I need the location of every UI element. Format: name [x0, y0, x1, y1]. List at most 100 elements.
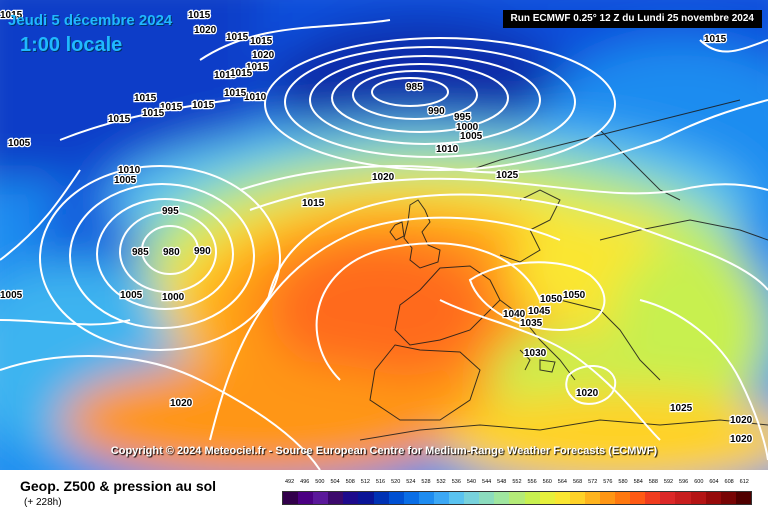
- color-legend: 492 496 500 504 508 512 516 520 524 528 532 536 540 5…: [282, 479, 752, 505]
- legend-swatch: [569, 492, 585, 504]
- legend-value: 536: [451, 479, 461, 485]
- legend-value: 520: [391, 479, 401, 485]
- coastlines: [359, 99, 768, 441]
- legend-swatch: [554, 492, 570, 504]
- svg-text:1050: 1050: [540, 294, 563, 305]
- geopotential-field: [0, 0, 768, 470]
- legend-value: 512: [360, 479, 370, 485]
- legend-value: 508: [345, 479, 355, 485]
- forecast-date: Jeudi 5 décembre 2024: [8, 12, 173, 29]
- svg-text:1015: 1015: [250, 36, 273, 47]
- svg-text:1015: 1015: [246, 62, 269, 73]
- legend-value: 556: [527, 479, 537, 485]
- legend-value: 544: [482, 479, 492, 485]
- legend-value: 612: [739, 479, 749, 485]
- svg-text:1015: 1015: [0, 10, 23, 21]
- isobar-labels: 1015 1015 1020 1015 1015 1020 1015 1015 …: [0, 9, 754, 447]
- legend-swatch: [479, 492, 495, 504]
- legend-swatch: [343, 492, 359, 504]
- legend-swatch: [599, 492, 616, 504]
- legend-swatch: [524, 492, 540, 504]
- legend-value: 524: [406, 479, 416, 485]
- legend-swatch: [645, 492, 661, 504]
- svg-text:1020: 1020: [170, 398, 193, 409]
- legend-swatch: [705, 492, 721, 504]
- legend-value: 528: [421, 479, 431, 485]
- legend-swatch: [735, 492, 751, 504]
- svg-text:1040: 1040: [503, 309, 526, 320]
- legend-swatch: [388, 492, 404, 504]
- svg-text:1005: 1005: [0, 290, 23, 301]
- legend-swatch: [298, 492, 314, 504]
- legend-value: 588: [648, 479, 658, 485]
- run-info: Run ECMWF 0.25° 12 Z du Lundi 25 novembr…: [502, 10, 762, 28]
- legend-value: 548: [497, 479, 507, 485]
- svg-text:1015: 1015: [226, 32, 249, 43]
- svg-text:1020: 1020: [194, 25, 217, 36]
- svg-text:995: 995: [162, 206, 179, 217]
- svg-text:1010: 1010: [118, 165, 141, 176]
- legend-swatch: [615, 492, 631, 504]
- legend-swatch: [720, 492, 736, 504]
- legend-swatch: [584, 492, 600, 504]
- legend-value: 540: [466, 479, 477, 485]
- legend-value: 608: [724, 479, 734, 485]
- legend-swatch: [418, 492, 434, 504]
- svg-text:1020: 1020: [730, 415, 753, 426]
- footer-bar: Geop. Z500 & pression au sol (+ 228h) 49…: [0, 470, 768, 512]
- svg-text:1020: 1020: [730, 434, 753, 445]
- legend-swatch: [675, 492, 691, 504]
- legend-value: 580: [618, 479, 628, 485]
- legend-swatch: [313, 492, 329, 504]
- legend-value: 496: [300, 479, 310, 485]
- svg-text:1045: 1045: [528, 306, 551, 317]
- legend-swatch: [539, 492, 555, 504]
- forecast-hour: (+ 228h): [24, 497, 62, 508]
- legend-value: 564: [557, 479, 567, 485]
- legend-value: 604: [709, 479, 719, 485]
- legend-value: 516: [375, 479, 386, 485]
- copyright-notice: Copyright © 2024 Meteociel.fr - Source E…: [110, 445, 658, 457]
- svg-text:1005: 1005: [114, 175, 137, 186]
- svg-text:1020: 1020: [372, 172, 395, 183]
- svg-text:1015: 1015: [214, 70, 237, 81]
- legend-value: 492: [284, 479, 295, 485]
- legend-swatch: [358, 492, 374, 504]
- svg-text:1010: 1010: [436, 144, 459, 155]
- svg-text:1015: 1015: [192, 100, 215, 111]
- svg-text:990: 990: [194, 246, 211, 257]
- map-canvas: 1015 1015 1020 1015 1015 1020 1015 1015 …: [0, 0, 768, 470]
- svg-text:1020: 1020: [252, 50, 275, 61]
- legend-swatch: [660, 492, 676, 504]
- legend-swatch: [509, 492, 525, 504]
- svg-text:995: 995: [454, 112, 471, 123]
- svg-text:1025: 1025: [496, 170, 519, 181]
- legend-value: 568: [572, 479, 583, 485]
- legend-swatch: [283, 492, 299, 504]
- svg-text:1015: 1015: [188, 10, 211, 21]
- svg-text:1000: 1000: [162, 292, 185, 303]
- legend-colorbar: [282, 491, 752, 505]
- svg-text:1015: 1015: [704, 34, 727, 45]
- svg-text:1005: 1005: [120, 290, 143, 301]
- legend-swatch: [328, 492, 344, 504]
- legend-swatch: [433, 492, 450, 504]
- forecast-time: 1:00 locale: [20, 34, 123, 56]
- svg-text:1005: 1005: [8, 138, 31, 149]
- forecast-map: 1015 1015 1020 1015 1015 1020 1015 1015 …: [0, 0, 768, 470]
- svg-text:980: 980: [163, 247, 180, 258]
- svg-text:1030: 1030: [524, 348, 547, 359]
- legend-value: 504: [330, 479, 340, 485]
- legend-swatch: [403, 492, 419, 504]
- legend-swatch: [494, 492, 510, 504]
- svg-text:1015: 1015: [224, 88, 247, 99]
- legend-swatch: [690, 492, 706, 504]
- svg-text:1015: 1015: [108, 114, 131, 125]
- legend-value: 572: [588, 479, 598, 485]
- legend-value: 596: [679, 479, 689, 485]
- legend-value: 552: [512, 479, 522, 485]
- legend-labels: 492 496 500 504 508 512 516 520 524 528 532 536 540 5…: [282, 479, 752, 489]
- svg-text:1050: 1050: [563, 290, 586, 301]
- svg-text:990: 990: [428, 106, 445, 117]
- svg-text:985: 985: [132, 247, 149, 258]
